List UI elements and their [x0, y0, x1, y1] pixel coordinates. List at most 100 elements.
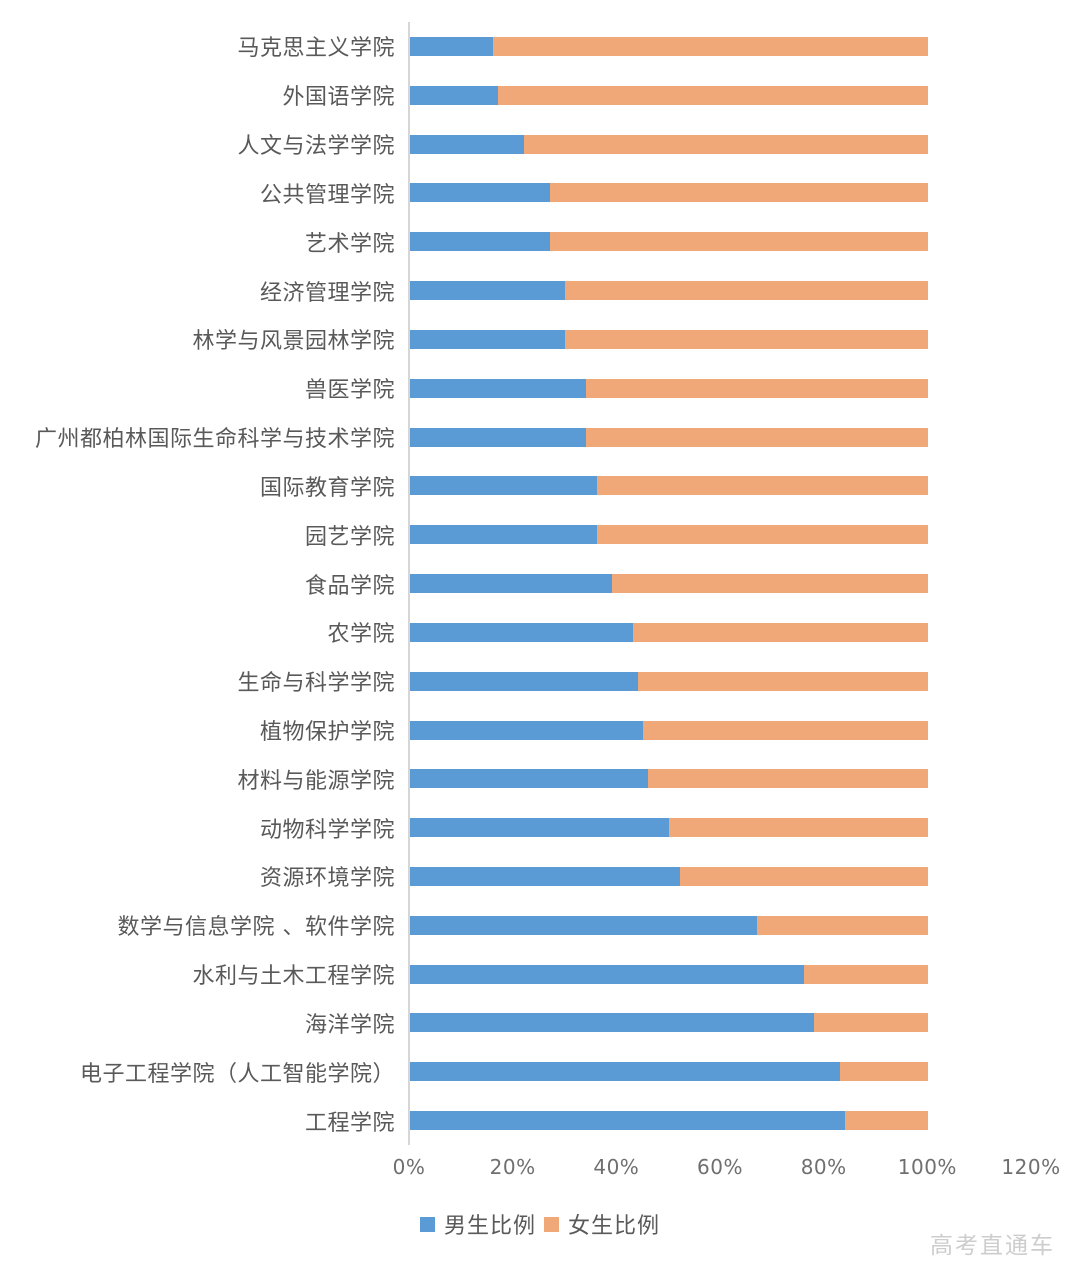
- category-label: 农学院: [327, 622, 395, 648]
- stacked-bar: [410, 1013, 929, 1033]
- x-tick-label: 80%: [800, 1155, 847, 1179]
- category-labels: 马克思主义学院 外国语学院 人文与法学学院 公共管理学院 艺术学院 经济管理学院 林学与风景…: [0, 22, 408, 1145]
- category-label: 经济管理学院: [259, 280, 395, 306]
- bar-segment-female: [803, 964, 929, 984]
- bar-segment-female: [565, 281, 929, 301]
- stacked-bar: [410, 769, 929, 789]
- bar-row: [410, 852, 1030, 901]
- bar-segment-female: [643, 720, 929, 740]
- stacked-bar: [410, 1111, 929, 1131]
- bar-row: [410, 266, 1030, 315]
- bar-segment-female: [498, 85, 929, 105]
- female-swatch-icon: [544, 1216, 559, 1232]
- bar-row: [410, 608, 1030, 657]
- bar-segment-male: [410, 85, 499, 105]
- bar-segment-female: [632, 622, 929, 642]
- bar-segment-female: [669, 818, 929, 838]
- plot-area: 马克思主义学院 外国语学院 人文与法学学院 公共管理学院 艺术学院 经济管理学院 林学与风景…: [0, 22, 1030, 1145]
- bar-row: [410, 901, 1030, 950]
- bar-segment-male: [410, 378, 587, 398]
- bar-segment-female: [596, 476, 929, 496]
- bar-segment-male: [410, 427, 587, 447]
- bar-segment-female: [565, 329, 929, 349]
- legend-item-male: 男生比例: [419, 1208, 536, 1240]
- category-label: 兽医学院: [304, 378, 395, 404]
- stacked-bar: [410, 671, 929, 691]
- bar-row: [410, 413, 1030, 462]
- stacked-bar: [410, 85, 929, 105]
- stacked-bar: [410, 574, 929, 594]
- stacked-bar: [410, 818, 929, 838]
- x-tick-label: 0%: [392, 1155, 426, 1179]
- category-label: 电子工程学院（人工智能学院）: [79, 1061, 395, 1087]
- category-label: 食品学院: [304, 573, 395, 599]
- x-axis: 0% 20% 40% 60% 80% 100% 120%: [393, 1155, 1060, 1183]
- bars-area: [408, 22, 1030, 1145]
- bar-segment-male: [410, 281, 566, 301]
- bar-segment-female: [596, 525, 929, 545]
- x-tick-label: 100%: [897, 1155, 957, 1179]
- category-label: 艺术学院: [304, 231, 395, 257]
- bar-row: [410, 950, 1030, 999]
- bar-segment-male: [410, 36, 493, 56]
- x-tick-label: 20%: [489, 1155, 536, 1179]
- category-label: 工程学院: [304, 1110, 395, 1136]
- bar-segment-female: [492, 36, 929, 56]
- category-label: 园艺学院: [304, 524, 395, 550]
- bar-segment-male: [410, 866, 680, 886]
- bar-segment-male: [410, 915, 758, 935]
- stacked-bar: [410, 1062, 929, 1082]
- watermark: 高考直通车: [930, 1233, 1055, 1259]
- stacked-bar: [410, 525, 929, 545]
- bar-row: [410, 803, 1030, 852]
- bar-segment-female: [845, 1111, 929, 1131]
- stacked-bar: [410, 476, 929, 496]
- bar-segment-male: [410, 622, 633, 642]
- stacked-bar: [410, 720, 929, 740]
- bar-segment-male: [410, 134, 525, 154]
- bar-segment-female: [814, 1013, 929, 1033]
- category-label: 海洋学院: [304, 1012, 395, 1038]
- bar-segment-female: [524, 134, 929, 154]
- bar-segment-female: [612, 574, 929, 594]
- bar-row: [410, 754, 1030, 803]
- category-label: 材料与能源学院: [237, 768, 395, 794]
- bar-segment-male: [410, 329, 566, 349]
- bar-segment-male: [410, 183, 550, 203]
- bar-row: [410, 559, 1030, 608]
- stacked-bar: [410, 866, 929, 886]
- bar-segment-male: [410, 1062, 841, 1082]
- bar-segment-female: [549, 183, 929, 203]
- bar-row: [410, 217, 1030, 266]
- bar-segment-male: [410, 476, 597, 496]
- category-label: 生命与科学学院: [237, 671, 395, 697]
- category-label: 广州都柏林国际生命科学与技术学院: [34, 427, 395, 453]
- bar-segment-male: [410, 671, 639, 691]
- legend-label-male: 男生比例: [443, 1214, 536, 1239]
- bar-row: [410, 706, 1030, 755]
- legend: 男生比例 女生比例: [0, 1208, 1080, 1240]
- stacked-bar: [410, 378, 929, 398]
- stacked-bar: [410, 964, 929, 984]
- stacked-bar: [410, 427, 929, 447]
- bar-segment-male: [410, 769, 649, 789]
- bar-row: [410, 999, 1030, 1048]
- bar-row: [410, 461, 1030, 510]
- bar-segment-female: [679, 866, 929, 886]
- category-label: 数学与信息学院 、软件学院: [117, 915, 395, 941]
- category-label: 国际教育学院: [259, 475, 395, 501]
- bar-segment-male: [410, 232, 550, 252]
- category-label: 林学与风景园林学院: [192, 329, 395, 355]
- bar-segment-male: [410, 720, 644, 740]
- bar-segment-male: [410, 525, 597, 545]
- bar-segment-female: [586, 378, 929, 398]
- stacked-bar: [410, 183, 929, 203]
- stacked-bar: [410, 36, 929, 56]
- x-tick-label: 120%: [1001, 1155, 1061, 1179]
- bar-segment-male: [410, 1013, 815, 1033]
- legend-label-female: 女生比例: [568, 1214, 661, 1239]
- bar-segment-male: [410, 1111, 846, 1131]
- bar-row: [410, 657, 1030, 706]
- bar-segment-male: [410, 964, 804, 984]
